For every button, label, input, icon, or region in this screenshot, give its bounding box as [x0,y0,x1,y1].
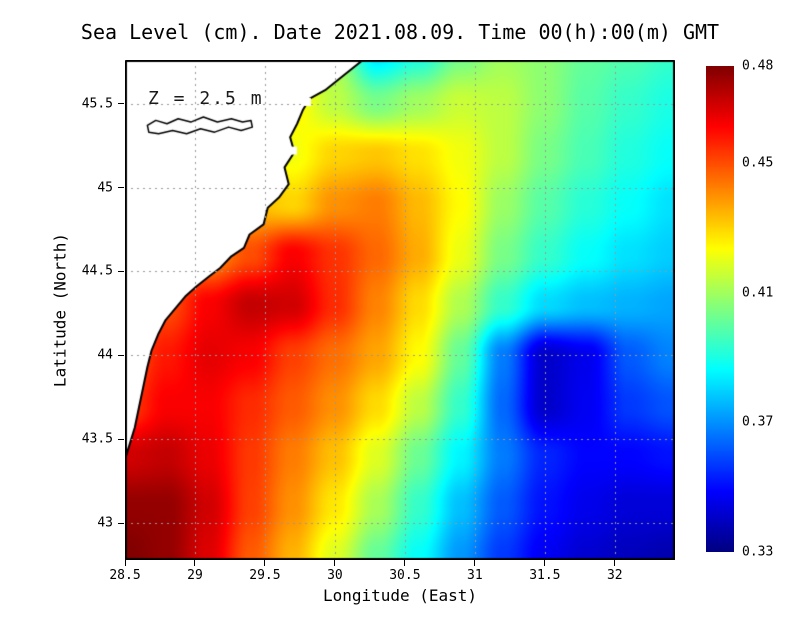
colorbar-label: 0.41 [742,285,774,301]
x-tick-mark [404,560,406,566]
colorbar-canvas [706,66,734,552]
x-tick-mark [544,560,546,566]
x-tick-mark [614,560,616,566]
colorbar-label: 0.48 [742,58,774,74]
x-tick-mark [124,560,126,566]
y-tick-label: 44 [97,347,113,363]
y-tick-mark [118,354,124,356]
x-tick-label: 30.5 [389,568,421,583]
x-tick-label: 29 [187,568,203,583]
x-tick-label: 29.5 [249,568,281,583]
y-tick-label: 43 [97,515,113,531]
colorbar-label: 0.33 [742,544,774,560]
y-axis-label: Latitude (North) [50,232,70,388]
x-tick-label: 30 [327,568,343,583]
colorbar-label: 0.45 [742,155,774,171]
heatmap-canvas [125,60,675,560]
plot-title: Sea Level (cm). Date 2021.08.09. Time 00… [80,20,720,44]
y-tick-mark [118,438,124,440]
x-tick-label: 31 [467,568,483,583]
x-tick-mark [334,560,336,566]
x-tick-label: 32 [606,568,623,583]
y-tick-label: 43.5 [81,431,113,447]
y-tick-label: 45 [97,180,113,196]
x-tick-mark [264,560,266,566]
y-tick-label: 45.5 [81,96,113,112]
y-tick-mark [118,187,124,189]
depth-annotation: Z = 2.5 m [148,88,264,109]
y-tick-label: 44.5 [81,263,113,279]
colorbar-label: 0.37 [742,414,774,430]
y-tick-mark [118,270,124,272]
x-tick-mark [194,560,196,566]
y-tick-mark [118,522,124,524]
x-axis-label: Longitude (East) [322,586,478,605]
y-tick-mark [118,103,124,105]
x-tick-mark [474,560,476,566]
x-tick-label: 28.5 [109,568,141,583]
x-tick-label: 31.5 [529,568,561,583]
